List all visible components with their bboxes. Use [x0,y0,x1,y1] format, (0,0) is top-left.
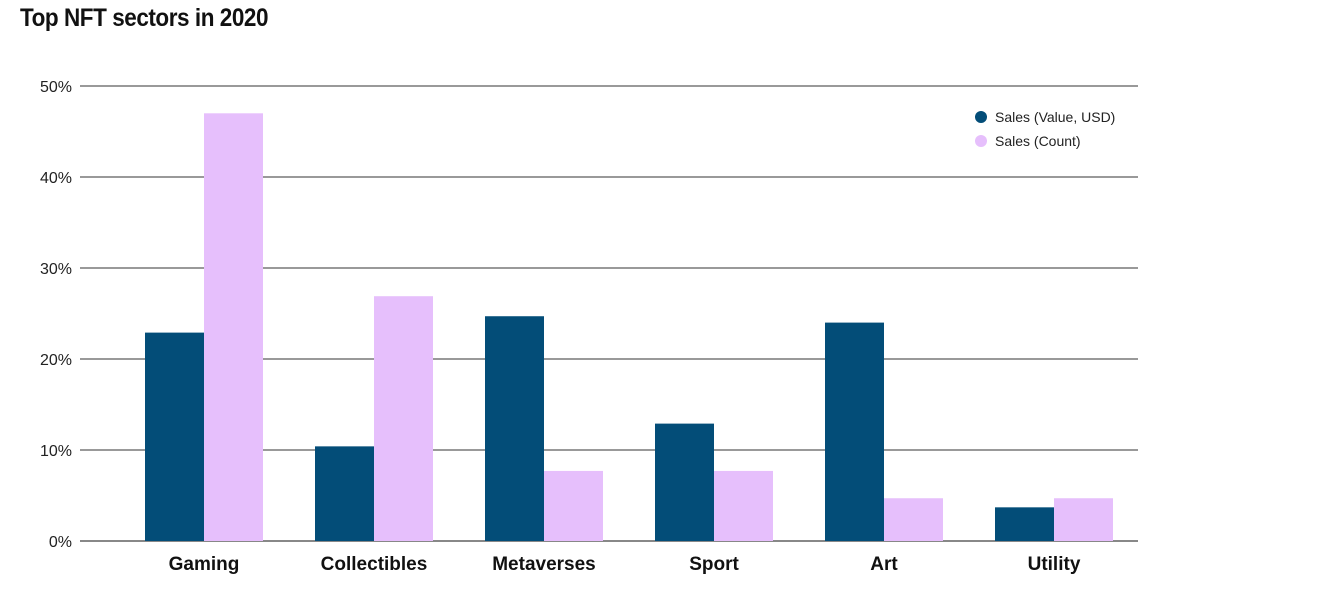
x-category-label: Gaming [169,554,240,575]
legend-label: Sales (Count) [995,133,1081,149]
bar-metaverses-count [544,470,603,541]
bar-art-count [884,498,943,541]
bar-utility-count [1054,498,1113,541]
legend-marker [975,135,987,147]
y-tick-label: 40% [40,170,72,187]
bar-gaming-count [204,113,263,542]
x-category-label: Collectibles [321,554,428,575]
bar-sport-count [714,470,773,541]
y-tick-label: 50% [40,79,72,96]
x-category-label: Sport [689,554,739,575]
y-tick-label: 10% [40,443,72,460]
y-tick-label: 0% [49,534,72,551]
x-category-label: Art [870,554,898,575]
bar-collectibles-value [315,446,374,541]
x-category-label: Utility [1028,554,1081,575]
y-tick-label: 30% [40,261,72,278]
y-tick-label: 20% [40,352,72,369]
bar-gaming-value [145,332,204,541]
bar-collectibles-count [374,296,433,541]
legend-marker [975,111,987,123]
bar-metaverses-value [485,316,544,541]
bar-art-value [825,322,884,541]
bar-utility-value [995,507,1054,541]
x-category-label: Metaverses [492,554,596,575]
chart-title: Top NFT sectors in 2020 [20,4,269,32]
legend-label: Sales (Value, USD) [995,109,1115,125]
bar-sport-value [655,423,714,541]
